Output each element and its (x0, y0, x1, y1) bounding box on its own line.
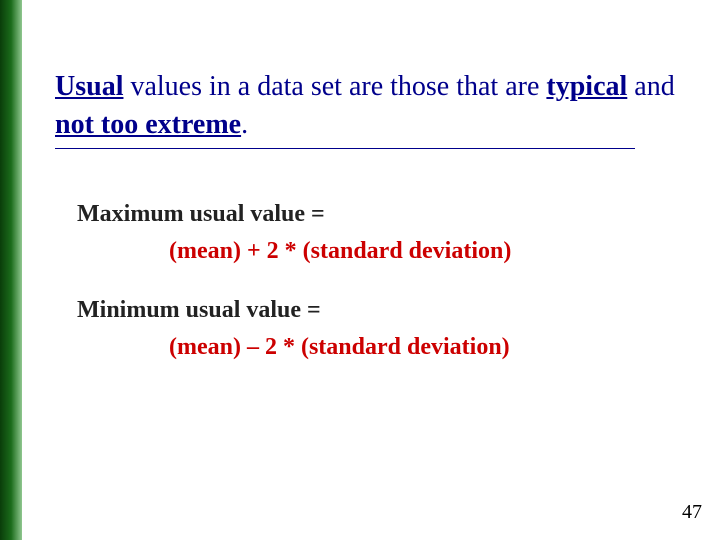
title-word-usual: Usual (55, 71, 123, 102)
min-section: Minimum usual value = (mean) – 2 * (stan… (77, 297, 675, 361)
title-word-typical: typical (546, 71, 627, 102)
title-underline (55, 148, 635, 149)
title-text-2: and (627, 71, 674, 102)
left-accent-bar (0, 0, 22, 540)
min-usual-value-formula: (mean) – 2 * (standard deviation) (169, 334, 675, 361)
slide-content: Usual values in a data set are those tha… (55, 68, 675, 361)
formula-block: Maximum usual value = (mean) + 2 * (stan… (77, 201, 675, 361)
page-number: 47 (682, 501, 702, 524)
title-period: . (241, 109, 248, 140)
max-usual-value-formula: (mean) + 2 * (standard deviation) (169, 238, 675, 265)
min-usual-value-label: Minimum usual value = (77, 297, 675, 324)
title-text-1: values in a data set are those that are (123, 71, 546, 102)
max-usual-value-label: Maximum usual value = (77, 201, 675, 228)
title-word-not-too-extreme: not too extreme (55, 109, 241, 140)
slide-title: Usual values in a data set are those tha… (55, 68, 675, 144)
